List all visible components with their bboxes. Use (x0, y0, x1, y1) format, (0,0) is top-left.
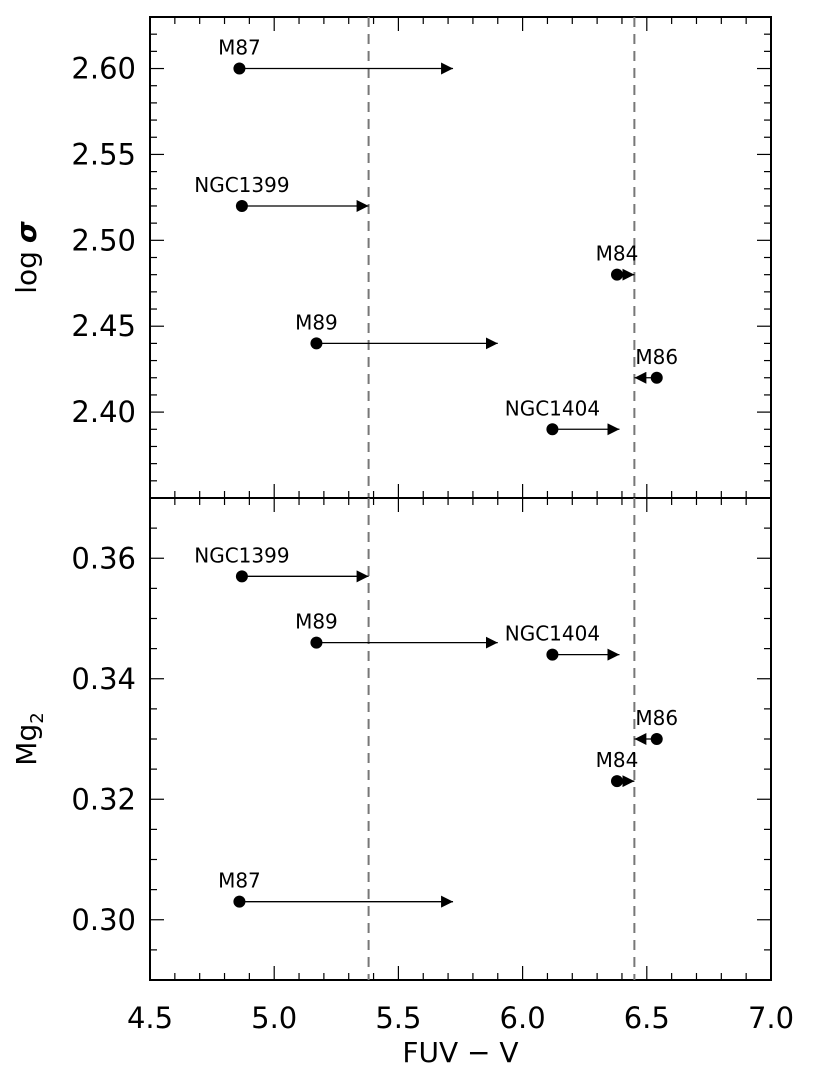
y-axis-title-main: log (10, 251, 43, 294)
y-axis-title-subscript: 2 (27, 712, 48, 723)
x-tick-label: 6.5 (624, 1001, 670, 1035)
y-axis-title-symbol: σ (10, 221, 43, 243)
point-label-m84: M84 (596, 748, 639, 772)
point-label-m87: M87 (218, 869, 261, 893)
y-tick-label: 0.30 (71, 903, 136, 937)
y-tick-label: 0.34 (71, 662, 136, 696)
x-tick-label: 5.5 (375, 1001, 421, 1035)
data-point-m84 (610, 775, 623, 788)
y-tick-label: 2.50 (71, 223, 136, 257)
data-point-ngc1404 (546, 648, 559, 661)
y-tick-label: 2.45 (71, 309, 136, 343)
x-tick-label: 6.0 (500, 1001, 546, 1035)
x-axis-title: FUV − V (402, 1036, 518, 1069)
y-tick-label: 2.60 (71, 52, 136, 86)
x-tick-label: 7.0 (748, 1001, 794, 1035)
data-point-m89 (310, 636, 323, 649)
y-axis-title-bottom: Mg2 (10, 712, 48, 765)
y-tick-label: 0.32 (71, 782, 136, 816)
data-point-ngc1399 (235, 199, 248, 212)
x-tick-label: 5.0 (251, 1001, 297, 1035)
data-point-m86 (650, 733, 663, 745)
data-point-m87 (233, 62, 246, 75)
point-label-m86: M86 (635, 706, 678, 730)
y-tick-label: 2.55 (71, 137, 136, 171)
point-label-m84: M84 (596, 242, 639, 266)
y-axis-title-main: Mg (10, 724, 43, 766)
y-axis-title-top: log σ (10, 221, 43, 294)
data-point-m84 (610, 268, 623, 281)
point-label-ngc1399: NGC1399 (194, 173, 289, 197)
data-point-ngc1399 (235, 570, 248, 583)
data-point-m89 (310, 337, 323, 350)
point-label-m86: M86 (635, 345, 678, 369)
y-tick-label: 0.36 (71, 541, 136, 575)
x-tick-label: 4.5 (127, 1001, 173, 1035)
point-label-m89: M89 (295, 610, 338, 634)
point-label-ngc1404: NGC1404 (505, 622, 600, 646)
point-label-m89: M89 (295, 310, 338, 334)
plot-frame-bottom (149, 497, 772, 981)
data-point-ngc1404 (546, 423, 559, 436)
point-label-m87: M87 (218, 36, 261, 60)
point-label-ngc1399: NGC1399 (194, 543, 289, 567)
data-point-m87 (233, 895, 246, 908)
plot-frame-top (149, 16, 772, 499)
y-tick-label: 2.40 (71, 395, 136, 429)
point-label-ngc1404: NGC1404 (505, 396, 600, 420)
data-point-m86 (650, 371, 663, 384)
